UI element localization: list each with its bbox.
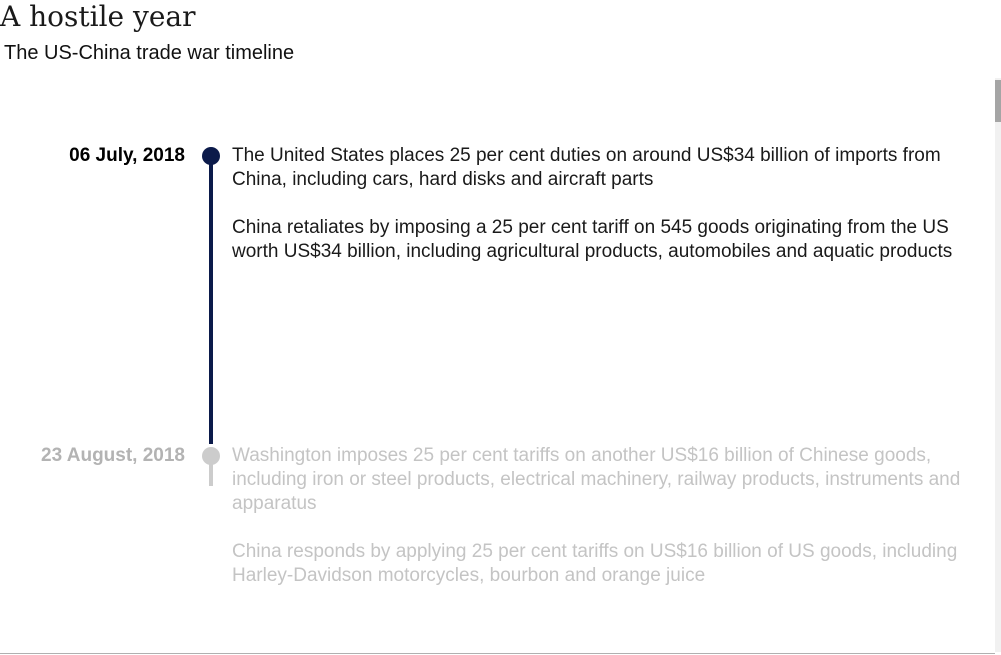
event-paragraph: China responds by applying 25 per cent t… — [232, 541, 958, 586]
event-description: The United States places 25 per cent dut… — [232, 144, 967, 288]
timeline-event[interactable]: 06 July, 2018 The United States places 2… — [0, 144, 995, 444]
timeline-scroll-area[interactable]: 06 July, 2018 The United States places 2… — [0, 78, 1001, 654]
scrollbar[interactable] — [995, 78, 1001, 652]
page-subtitle: The US-China trade war timeline — [4, 42, 295, 64]
event-date: 23 August, 2018 — [41, 445, 185, 466]
event-paragraph: The United States places 25 per cent dut… — [232, 145, 941, 190]
timeline-connector — [209, 156, 213, 444]
scrollbar-thumb[interactable] — [995, 80, 1001, 122]
page-title: A hostile year — [0, 0, 196, 33]
divider — [0, 653, 995, 654]
event-paragraph: China retaliates by imposing a 25 per ce… — [232, 217, 953, 262]
timeline-connector — [209, 456, 213, 486]
timeline-event[interactable]: 23 August, 2018 Washington imposes 25 pe… — [0, 444, 995, 604]
event-date: 06 July, 2018 — [69, 145, 185, 166]
event-description: Washington imposes 25 per cent tariffs o… — [232, 444, 967, 612]
event-paragraph: Washington imposes 25 per cent tariffs o… — [232, 445, 961, 514]
